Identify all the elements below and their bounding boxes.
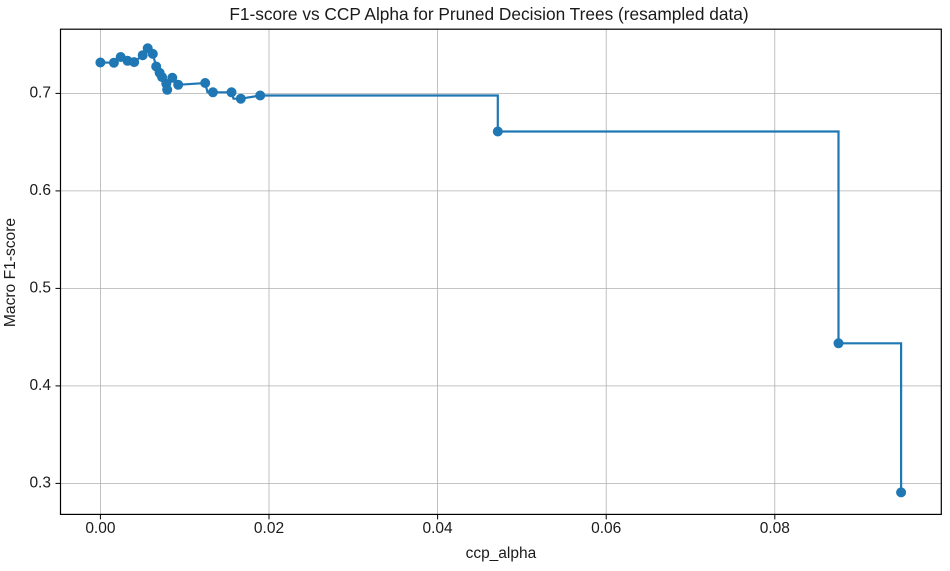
svg-text:0.08: 0.08	[760, 520, 790, 537]
svg-text:0.6: 0.6	[29, 182, 51, 199]
svg-text:0.5: 0.5	[29, 280, 51, 297]
svg-text:0.02: 0.02	[254, 520, 284, 537]
svg-text:0.3: 0.3	[29, 475, 51, 492]
svg-text:Macro F1-score: Macro F1-score	[2, 218, 19, 327]
svg-text:0.4: 0.4	[29, 377, 51, 394]
svg-text:0.04: 0.04	[423, 520, 454, 537]
svg-text:0.7: 0.7	[29, 85, 51, 102]
svg-text:0.06: 0.06	[591, 520, 621, 537]
svg-text:F1-score vs CCP Alpha for Prun: F1-score vs CCP Alpha for Pruned Decisio…	[229, 4, 748, 24]
svg-text:ccp_alpha: ccp_alpha	[466, 545, 537, 562]
svg-text:0.00: 0.00	[85, 520, 116, 537]
